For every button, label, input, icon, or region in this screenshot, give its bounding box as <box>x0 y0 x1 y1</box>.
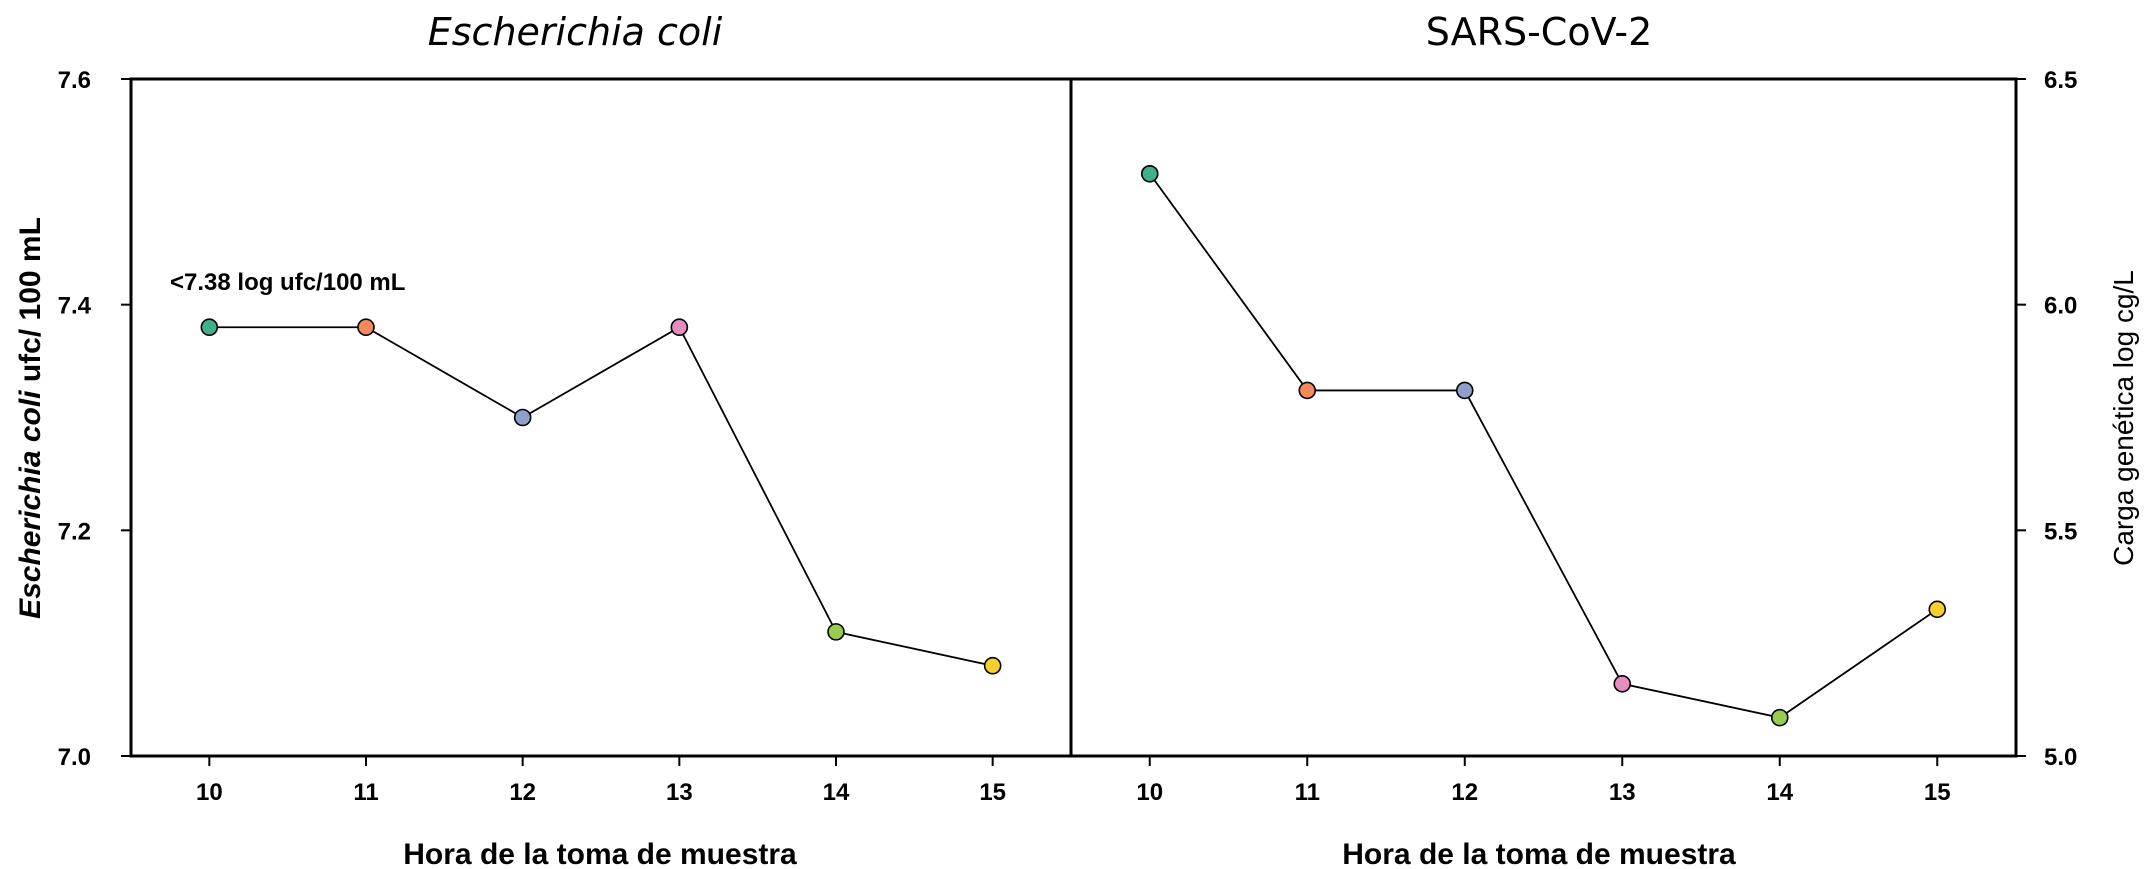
sars-x-tick-label-13: 13 <box>1609 779 1636 806</box>
ecoli-series-line <box>209 325 993 667</box>
ecoli-data-point-15 <box>983 656 1002 675</box>
ecoli-data-point-11 <box>357 318 375 337</box>
ecoli-x-tick-label-12: 12 <box>509 779 536 806</box>
ecoli-y-tick-label-7.0: 7.0 <box>58 744 91 771</box>
ecoli-y-tick-label-7.2: 7.2 <box>58 518 91 545</box>
sars-plot-frame <box>1069 77 2018 758</box>
sars-y-tick-label-5.0: 5.0 <box>2044 744 2077 771</box>
ecoli-y-axis-title: Escherichia coli ufc/ 100 mL <box>14 217 47 619</box>
ecoli-x-tick-label-10: 10 <box>196 779 223 806</box>
sars-panel-title: SARS-CoV-2 <box>1426 10 1653 54</box>
sars-y-tick-label-6.5: 6.5 <box>2044 67 2077 94</box>
ecoli-x-tick-label-15: 15 <box>979 779 1006 806</box>
ecoli-x-tick-label-13: 13 <box>666 779 693 806</box>
series-lines-layer <box>209 173 1938 719</box>
ecoli-y-tick-label-7.6: 7.6 <box>58 67 91 94</box>
sars-data-point-11 <box>1298 381 1317 400</box>
ecoli-plot-frame <box>129 77 1073 758</box>
sars-x-tick-label-11: 11 <box>1295 779 1320 806</box>
ecoli-y-axis-title-rest: ufc/ 100 mL <box>14 217 47 390</box>
ecoli-y-axis-title-italic: Escherichia coli <box>14 390 47 619</box>
sars-y-axis-title: Carga genética log cg/L <box>2108 270 2139 566</box>
sars-data-point-15 <box>1928 600 1947 619</box>
ecoli-x-axis-title: Hora de la toma de muestra <box>403 838 797 869</box>
sars-data-point-13 <box>1613 674 1632 693</box>
ecoli-panel-title: Escherichia coli <box>428 10 723 54</box>
sars-y-tick-label-5.5: 5.5 <box>2044 518 2077 545</box>
sars-x-tick-label-15: 15 <box>1924 779 1951 806</box>
ecoli-data-point-12 <box>513 408 532 427</box>
ecoli-data-point-10 <box>200 318 219 337</box>
sars-x-tick-label-12: 12 <box>1451 779 1478 806</box>
ticks-layer: 10 11 12 13 14 15 7.0 7.2 7.4 7.6 10 11 12 13 14 15 5.0 5… <box>58 67 2078 806</box>
ecoli-y-tick-label-7.4: 7.4 <box>58 293 92 320</box>
sars-series-line <box>1149 173 1938 719</box>
sars-y-tick-label-6.0: 6.0 <box>2044 293 2077 320</box>
sars-data-point-14 <box>1770 708 1789 727</box>
ecoli-detection-limit-annotation: <7.38 log ufc/100 mL <box>170 269 405 296</box>
series-points-layer <box>200 164 1947 727</box>
sars-data-point-10 <box>1140 164 1159 183</box>
ecoli-data-point-14 <box>827 623 845 641</box>
ecoli-data-point-13 <box>670 318 689 337</box>
ecoli-x-tick-label-11: 11 <box>353 779 378 806</box>
sars-x-tick-label-14: 14 <box>1766 779 1793 806</box>
sars-x-axis-title: Hora de la toma de muestra <box>1342 838 1736 869</box>
ecoli-x-tick-label-14: 14 <box>823 779 850 806</box>
sars-x-tick-label-10: 10 <box>1136 779 1163 806</box>
sars-data-point-12 <box>1455 381 1474 400</box>
